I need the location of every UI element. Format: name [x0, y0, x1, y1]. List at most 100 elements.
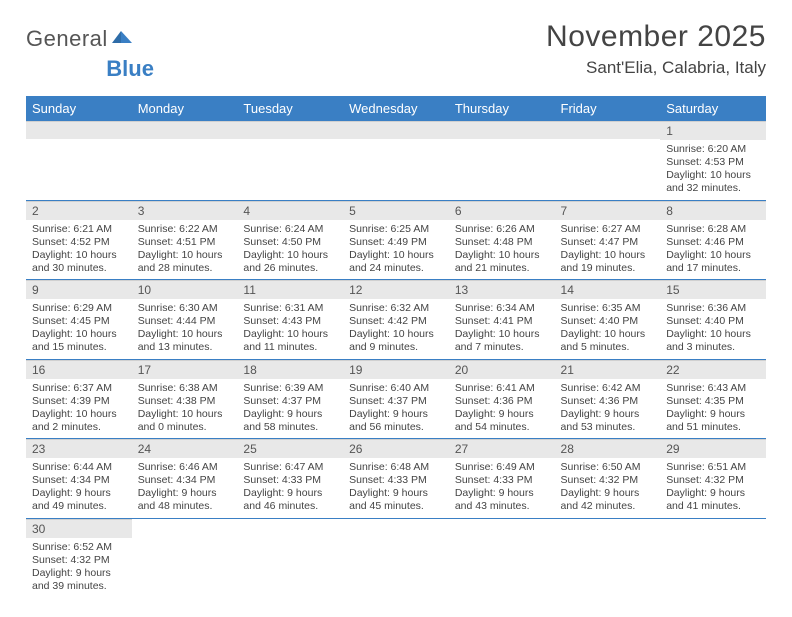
- daylight-text-1: Daylight: 9 hours: [32, 487, 126, 500]
- sunrise-text: Sunrise: 6:21 AM: [32, 223, 126, 236]
- sunset-text: Sunset: 4:39 PM: [32, 395, 126, 408]
- day-number: 24: [132, 439, 238, 458]
- day-number: 17: [132, 360, 238, 379]
- sunrise-text: Sunrise: 6:43 AM: [666, 382, 760, 395]
- calendar-cell: 10Sunrise: 6:30 AMSunset: 4:44 PMDayligh…: [132, 280, 238, 360]
- day-details: Sunrise: 6:42 AMSunset: 4:36 PMDaylight:…: [555, 379, 661, 439]
- calendar-cell: 23Sunrise: 6:44 AMSunset: 4:34 PMDayligh…: [26, 439, 132, 519]
- sunrise-text: Sunrise: 6:28 AM: [666, 223, 760, 236]
- day-details: Sunrise: 6:41 AMSunset: 4:36 PMDaylight:…: [449, 379, 555, 439]
- empty-day: [237, 121, 343, 139]
- day-details: Sunrise: 6:35 AMSunset: 4:40 PMDaylight:…: [555, 299, 661, 359]
- calendar-cell: 27Sunrise: 6:49 AMSunset: 4:33 PMDayligh…: [449, 439, 555, 519]
- calendar-cell: 20Sunrise: 6:41 AMSunset: 4:36 PMDayligh…: [449, 359, 555, 439]
- daylight-text-1: Daylight: 10 hours: [666, 328, 760, 341]
- day-number: 15: [660, 280, 766, 299]
- empty-day: [343, 121, 449, 139]
- sunset-text: Sunset: 4:51 PM: [138, 236, 232, 249]
- calendar-cell: [26, 121, 132, 200]
- calendar-cell: 19Sunrise: 6:40 AMSunset: 4:37 PMDayligh…: [343, 359, 449, 439]
- calendar-cell: 2Sunrise: 6:21 AMSunset: 4:52 PMDaylight…: [26, 200, 132, 280]
- calendar-cell: [660, 518, 766, 597]
- day-details: Sunrise: 6:47 AMSunset: 4:33 PMDaylight:…: [237, 458, 343, 518]
- daylight-text-2: and 58 minutes.: [243, 421, 337, 434]
- day-number: 20: [449, 360, 555, 379]
- calendar-cell: 13Sunrise: 6:34 AMSunset: 4:41 PMDayligh…: [449, 280, 555, 360]
- calendar-cell: 21Sunrise: 6:42 AMSunset: 4:36 PMDayligh…: [555, 359, 661, 439]
- day-number: 6: [449, 201, 555, 220]
- daylight-text-1: Daylight: 9 hours: [349, 487, 443, 500]
- sunrise-text: Sunrise: 6:20 AM: [666, 143, 760, 156]
- day-number: 14: [555, 280, 661, 299]
- day-details: Sunrise: 6:50 AMSunset: 4:32 PMDaylight:…: [555, 458, 661, 518]
- sunrise-text: Sunrise: 6:30 AM: [138, 302, 232, 315]
- calendar-cell: 9Sunrise: 6:29 AMSunset: 4:45 PMDaylight…: [26, 280, 132, 360]
- calendar-cell: 28Sunrise: 6:50 AMSunset: 4:32 PMDayligh…: [555, 439, 661, 519]
- sunset-text: Sunset: 4:37 PM: [243, 395, 337, 408]
- sunset-text: Sunset: 4:46 PM: [666, 236, 760, 249]
- calendar-cell: 6Sunrise: 6:26 AMSunset: 4:48 PMDaylight…: [449, 200, 555, 280]
- daylight-text-2: and 2 minutes.: [32, 421, 126, 434]
- day-number: 30: [26, 519, 132, 538]
- daylight-text-2: and 19 minutes.: [561, 262, 655, 275]
- day-number: 26: [343, 439, 449, 458]
- daylight-text-2: and 17 minutes.: [666, 262, 760, 275]
- sunrise-text: Sunrise: 6:34 AM: [455, 302, 549, 315]
- daylight-text-2: and 28 minutes.: [138, 262, 232, 275]
- calendar-cell: 11Sunrise: 6:31 AMSunset: 4:43 PMDayligh…: [237, 280, 343, 360]
- daylight-text-1: Daylight: 9 hours: [455, 408, 549, 421]
- sunrise-text: Sunrise: 6:24 AM: [243, 223, 337, 236]
- day-details: Sunrise: 6:44 AMSunset: 4:34 PMDaylight:…: [26, 458, 132, 518]
- daylight-text-2: and 48 minutes.: [138, 500, 232, 513]
- calendar-cell: 5Sunrise: 6:25 AMSunset: 4:49 PMDaylight…: [343, 200, 449, 280]
- day-number: 27: [449, 439, 555, 458]
- daylight-text-1: Daylight: 9 hours: [561, 487, 655, 500]
- empty-day: [132, 121, 238, 139]
- daylight-text-1: Daylight: 10 hours: [32, 408, 126, 421]
- sunset-text: Sunset: 4:40 PM: [561, 315, 655, 328]
- calendar-cell: [237, 121, 343, 200]
- sunset-text: Sunset: 4:37 PM: [349, 395, 443, 408]
- calendar-cell: 12Sunrise: 6:32 AMSunset: 4:42 PMDayligh…: [343, 280, 449, 360]
- day-details: Sunrise: 6:36 AMSunset: 4:40 PMDaylight:…: [660, 299, 766, 359]
- sunrise-text: Sunrise: 6:36 AM: [666, 302, 760, 315]
- day-number: 13: [449, 280, 555, 299]
- day-details: Sunrise: 6:37 AMSunset: 4:39 PMDaylight:…: [26, 379, 132, 439]
- calendar-cell: [449, 518, 555, 597]
- sunset-text: Sunset: 4:34 PM: [138, 474, 232, 487]
- daylight-text-2: and 46 minutes.: [243, 500, 337, 513]
- day-number: 2: [26, 201, 132, 220]
- daylight-text-1: Daylight: 9 hours: [138, 487, 232, 500]
- day-details: Sunrise: 6:24 AMSunset: 4:50 PMDaylight:…: [237, 220, 343, 280]
- daylight-text-1: Daylight: 10 hours: [138, 328, 232, 341]
- calendar-cell: 1Sunrise: 6:20 AMSunset: 4:53 PMDaylight…: [660, 121, 766, 200]
- day-details: Sunrise: 6:39 AMSunset: 4:37 PMDaylight:…: [237, 379, 343, 439]
- sunset-text: Sunset: 4:34 PM: [32, 474, 126, 487]
- day-number: 28: [555, 439, 661, 458]
- calendar-cell: [237, 518, 343, 597]
- daylight-text-1: Daylight: 9 hours: [666, 408, 760, 421]
- day-number: 9: [26, 280, 132, 299]
- sunrise-text: Sunrise: 6:31 AM: [243, 302, 337, 315]
- sunset-text: Sunset: 4:41 PM: [455, 315, 549, 328]
- daylight-text-2: and 51 minutes.: [666, 421, 760, 434]
- calendar-cell: 16Sunrise: 6:37 AMSunset: 4:39 PMDayligh…: [26, 359, 132, 439]
- daylight-text-2: and 43 minutes.: [455, 500, 549, 513]
- title-block: November 2025 Sant'Elia, Calabria, Italy: [546, 20, 766, 78]
- day-number: 16: [26, 360, 132, 379]
- logo: General: [26, 26, 134, 52]
- daylight-text-2: and 32 minutes.: [666, 182, 760, 195]
- daylight-text-1: Daylight: 10 hours: [349, 328, 443, 341]
- weekday-header: Thursday: [449, 96, 555, 121]
- daylight-text-2: and 5 minutes.: [561, 341, 655, 354]
- sunrise-text: Sunrise: 6:35 AM: [561, 302, 655, 315]
- daylight-text-1: Daylight: 10 hours: [349, 249, 443, 262]
- sunset-text: Sunset: 4:33 PM: [349, 474, 443, 487]
- day-details: Sunrise: 6:34 AMSunset: 4:41 PMDaylight:…: [449, 299, 555, 359]
- daylight-text-2: and 30 minutes.: [32, 262, 126, 275]
- sunrise-text: Sunrise: 6:41 AM: [455, 382, 549, 395]
- month-title: November 2025: [546, 20, 766, 54]
- sunset-text: Sunset: 4:38 PM: [138, 395, 232, 408]
- sunset-text: Sunset: 4:40 PM: [666, 315, 760, 328]
- weekday-header: Wednesday: [343, 96, 449, 121]
